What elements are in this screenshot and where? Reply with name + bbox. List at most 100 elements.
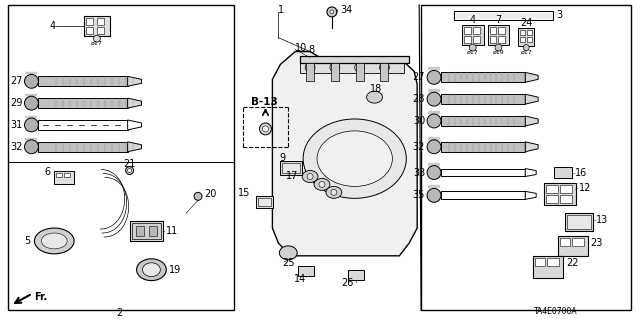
Bar	[572, 238, 584, 246]
Text: 3: 3	[556, 10, 562, 20]
Text: 32: 32	[10, 142, 22, 152]
Bar	[547, 258, 559, 266]
Bar	[554, 167, 572, 179]
Text: 22: 22	[566, 258, 579, 268]
Polygon shape	[127, 142, 141, 152]
Text: 29: 29	[10, 98, 22, 108]
Ellipse shape	[302, 171, 318, 182]
Polygon shape	[525, 94, 538, 104]
Bar	[421, 5, 631, 310]
Circle shape	[93, 35, 100, 42]
Ellipse shape	[24, 118, 38, 132]
Circle shape	[495, 44, 502, 51]
Text: 7: 7	[495, 15, 502, 25]
Bar	[150, 226, 157, 236]
Polygon shape	[525, 116, 538, 126]
Text: ø17: ø17	[520, 50, 532, 55]
Ellipse shape	[303, 119, 406, 198]
Bar	[473, 27, 479, 34]
Bar	[441, 168, 525, 176]
Circle shape	[259, 123, 271, 135]
Circle shape	[319, 182, 325, 187]
Circle shape	[469, 44, 476, 51]
Text: 11: 11	[166, 226, 179, 236]
Bar	[84, 16, 110, 36]
Bar	[441, 94, 525, 104]
Bar	[499, 36, 506, 43]
Bar	[97, 27, 104, 34]
Circle shape	[262, 126, 268, 132]
Bar	[132, 223, 161, 239]
Circle shape	[330, 10, 334, 14]
Bar	[300, 62, 404, 73]
Bar	[560, 195, 572, 203]
Bar	[473, 36, 479, 43]
Text: ø19: ø19	[493, 50, 504, 55]
Ellipse shape	[427, 114, 441, 128]
Ellipse shape	[427, 166, 441, 180]
Text: 2: 2	[116, 308, 123, 318]
Ellipse shape	[143, 263, 161, 277]
Ellipse shape	[367, 91, 383, 103]
Text: 34: 34	[340, 5, 352, 15]
Text: 15: 15	[238, 188, 251, 198]
Bar	[331, 63, 339, 81]
Polygon shape	[127, 76, 141, 86]
Circle shape	[380, 63, 389, 72]
Bar	[535, 258, 545, 266]
Polygon shape	[127, 98, 141, 108]
Text: B-13: B-13	[251, 97, 277, 107]
Text: 16: 16	[575, 167, 587, 178]
Bar	[490, 36, 497, 43]
Polygon shape	[525, 168, 536, 176]
Circle shape	[524, 45, 529, 51]
Bar	[490, 27, 497, 34]
Bar	[56, 173, 62, 177]
Ellipse shape	[279, 246, 297, 260]
Text: 28: 28	[413, 94, 425, 104]
Text: 18: 18	[369, 84, 382, 94]
Polygon shape	[273, 52, 417, 256]
Ellipse shape	[427, 140, 441, 154]
Bar	[130, 221, 163, 241]
Bar	[356, 63, 364, 81]
Bar	[38, 120, 127, 130]
Bar	[381, 63, 388, 81]
Bar	[306, 63, 314, 81]
Text: 10: 10	[295, 43, 307, 53]
Bar	[546, 195, 558, 203]
Bar	[520, 37, 525, 42]
Bar	[54, 171, 74, 184]
Bar	[348, 270, 364, 280]
Circle shape	[307, 174, 313, 180]
Bar	[565, 213, 593, 231]
Circle shape	[331, 189, 337, 195]
Bar	[464, 36, 470, 43]
Bar	[441, 142, 525, 152]
Bar	[546, 185, 558, 193]
Polygon shape	[525, 72, 538, 82]
Ellipse shape	[427, 92, 441, 106]
Text: 31: 31	[10, 120, 22, 130]
Bar	[64, 173, 70, 177]
Bar	[86, 18, 93, 25]
Circle shape	[125, 167, 134, 174]
Ellipse shape	[427, 189, 441, 202]
Bar	[488, 25, 509, 45]
Text: ø17: ø17	[467, 50, 479, 55]
Text: 4: 4	[470, 15, 476, 25]
Text: 20: 20	[204, 189, 216, 199]
Circle shape	[330, 63, 340, 72]
Text: 25: 25	[282, 258, 295, 268]
Text: 12: 12	[579, 183, 591, 193]
Bar	[97, 18, 104, 25]
Text: Fr.: Fr.	[35, 293, 47, 302]
Bar	[527, 30, 532, 35]
Bar	[136, 226, 143, 236]
Text: 13: 13	[596, 215, 608, 225]
Text: 26: 26	[342, 278, 354, 288]
Text: 1: 1	[278, 5, 284, 15]
Bar	[86, 27, 93, 34]
Text: 9: 9	[279, 153, 285, 163]
Bar	[533, 256, 563, 278]
